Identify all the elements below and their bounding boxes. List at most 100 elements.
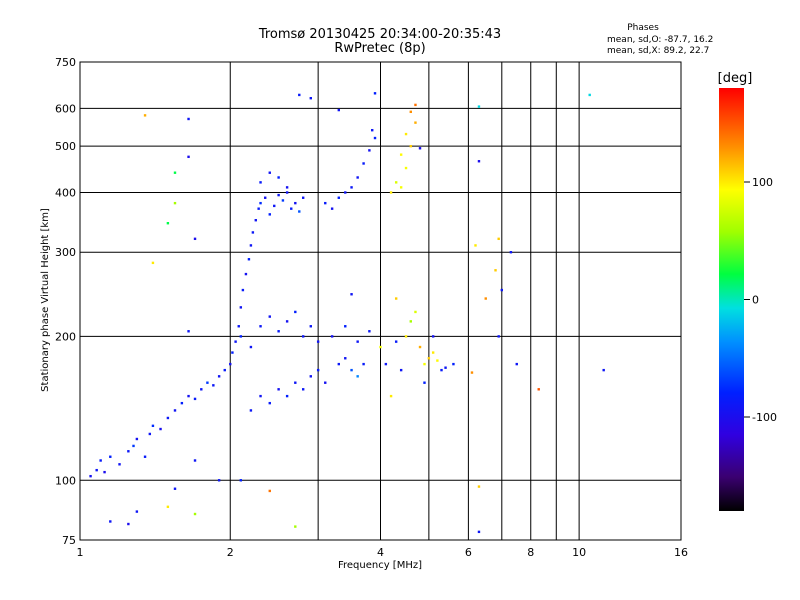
- data-point: [316, 340, 320, 343]
- data-point: [173, 409, 177, 412]
- data-point: [187, 330, 190, 333]
- data-point: [148, 432, 152, 436]
- data-point: [143, 114, 147, 117]
- data-point: [241, 288, 245, 292]
- y-axis-label: Stationary phase Virtual Height [km]: [40, 208, 51, 392]
- data-point: [257, 207, 260, 210]
- data-point: [212, 384, 215, 387]
- data-point: [371, 128, 374, 132]
- chart-subtitle: RwPretec (8p): [334, 41, 425, 56]
- data-point: [384, 362, 388, 366]
- data-point: [294, 381, 297, 384]
- data-point: [254, 219, 257, 222]
- data-point: [231, 351, 234, 354]
- data-point: [187, 155, 190, 159]
- data-point: [193, 237, 197, 241]
- data-point: [132, 444, 135, 448]
- data-point: [330, 335, 334, 338]
- data-point: [389, 394, 393, 398]
- stats-x: mean, sd,X: 89.2, 22.7: [607, 46, 709, 56]
- data-point: [452, 362, 455, 366]
- data-point: [259, 201, 262, 205]
- data-point: [330, 207, 334, 210]
- x-tick-label: 4: [377, 546, 384, 559]
- data-point: [350, 186, 353, 189]
- data-point: [268, 315, 271, 318]
- data-point: [368, 149, 371, 152]
- colorbar-label: [deg]: [718, 71, 753, 86]
- data-point: [99, 459, 102, 462]
- data-point: [404, 166, 408, 170]
- data-point: [159, 427, 162, 431]
- data-point: [259, 181, 262, 184]
- colorbar: [719, 88, 744, 511]
- data-point: [268, 171, 271, 174]
- data-point: [143, 455, 147, 458]
- data-point: [239, 335, 243, 338]
- data-point: [477, 530, 481, 534]
- data-point: [324, 381, 327, 384]
- data-point: [362, 162, 365, 165]
- data-point: [324, 201, 327, 205]
- data-point: [440, 368, 443, 372]
- data-point: [409, 320, 412, 323]
- y-tick-label: 75: [62, 534, 76, 547]
- data-point: [180, 401, 184, 405]
- data-point: [173, 201, 177, 205]
- y-tick-label: 500: [55, 140, 76, 153]
- data-point: [285, 394, 289, 398]
- chart-title: Tromsø 20130425 20:34:00-20:35:43: [258, 27, 501, 42]
- data-point: [166, 416, 170, 420]
- data-point: [285, 320, 289, 323]
- data-point: [418, 345, 422, 349]
- data-point: [409, 110, 412, 114]
- colorbar-tick-label: 100: [752, 176, 773, 189]
- data-point: [337, 362, 341, 366]
- data-point: [217, 479, 221, 482]
- data-point: [337, 196, 341, 199]
- x-tick-label: 6: [465, 546, 472, 559]
- data-point: [474, 244, 477, 247]
- data-point: [399, 186, 403, 189]
- data-point: [404, 132, 408, 136]
- data-point: [259, 394, 262, 398]
- data-point: [187, 394, 190, 398]
- data-point: [239, 306, 243, 309]
- data-point: [394, 297, 398, 300]
- data-point: [135, 510, 139, 513]
- data-point: [281, 199, 285, 202]
- colorbar-tick-label: -100: [752, 411, 777, 424]
- data-point: [350, 293, 353, 296]
- y-tick-label: 300: [55, 246, 76, 259]
- data-point: [277, 193, 280, 197]
- data-point: [444, 366, 447, 369]
- y-axis-ticks: 750 600 500 400 300 200 100 75: [55, 56, 76, 547]
- data-point: [470, 371, 474, 374]
- data-point: [290, 207, 293, 210]
- data-point: [89, 474, 92, 478]
- data-point: [109, 520, 112, 523]
- data-point: [337, 108, 341, 112]
- data-point: [301, 335, 305, 338]
- data-point: [399, 368, 403, 372]
- data-point: [436, 359, 439, 362]
- data-point: [277, 388, 280, 391]
- data-point: [193, 397, 197, 401]
- grid-lines: [80, 62, 681, 540]
- data-point: [423, 381, 426, 384]
- data-point: [309, 325, 312, 328]
- data-point: [423, 362, 426, 366]
- colorbar-ticks: 100 0 -100: [744, 176, 777, 424]
- data-point: [414, 121, 417, 124]
- data-point: [494, 269, 497, 272]
- data-point: [602, 368, 605, 372]
- data-point: [166, 505, 170, 509]
- data-point: [356, 375, 359, 378]
- x-axis-label: Frequency [MHz]: [338, 560, 422, 571]
- data-point: [497, 237, 500, 241]
- data-point: [249, 409, 253, 412]
- data-point: [500, 288, 504, 292]
- data-point: [127, 522, 130, 526]
- data-point: [298, 93, 301, 97]
- data-point: [477, 105, 481, 108]
